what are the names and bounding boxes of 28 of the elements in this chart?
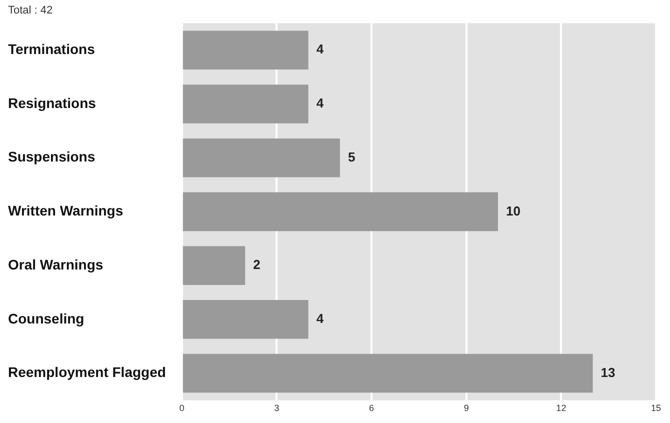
data-label: 13	[600, 364, 616, 380]
data-label: 4	[316, 310, 324, 326]
y-tick-label: Reemployment Flagged	[8, 364, 166, 380]
y-tick-label: Resignations	[8, 94, 96, 111]
bar	[182, 30, 308, 70]
y-tick-label: Written Warnings	[8, 202, 124, 219]
data-label: 4	[316, 96, 324, 111]
y-tick-label: Suspensions	[8, 148, 96, 165]
bar	[182, 84, 308, 124]
bar	[182, 246, 246, 285]
bar	[182, 300, 308, 339]
y-tick-label: Oral Warnings	[8, 256, 104, 272]
bar	[182, 354, 593, 393]
data-label: 10	[506, 203, 520, 218]
x-tick-label: 0	[179, 403, 184, 414]
x-tick-label: 9	[464, 403, 469, 414]
x-tick-label: 15	[650, 403, 662, 414]
data-label: 2	[253, 257, 260, 272]
x-tick-label: 6	[369, 403, 374, 414]
data-label: 4	[316, 42, 324, 57]
y-tick-label: Terminations	[8, 40, 96, 57]
y-tick-label: Counseling	[8, 310, 84, 326]
x-tick-label: 12	[556, 403, 566, 414]
data-label: 5	[348, 149, 356, 164]
x-tick-label: 3	[274, 403, 280, 414]
text: Total : 42	[8, 4, 53, 17]
bar	[182, 138, 340, 178]
bar	[182, 192, 498, 232]
